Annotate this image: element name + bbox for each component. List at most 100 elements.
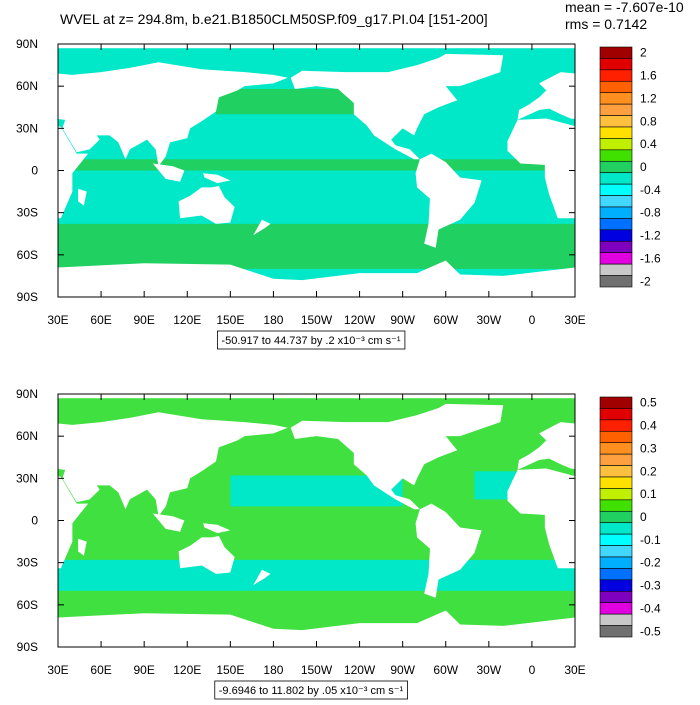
lon-label: 60W [433, 313, 458, 327]
colorbar-box [599, 453, 633, 466]
colorbar-label: -0.2 [640, 556, 661, 570]
colorbar-box [599, 522, 633, 535]
colorbar-label: -0.8 [640, 206, 661, 220]
colorbar-label: 2 [640, 46, 647, 60]
colorbar-box [599, 499, 633, 512]
colorbar-label: -0.5 [640, 624, 661, 638]
info-label: -50.917 to 44.737 by .2 x10⁻³ cm s⁻¹ [221, 335, 400, 347]
rms: rms = 0.7142 [565, 16, 647, 32]
colorbar-box [599, 442, 633, 455]
colorbar-box [599, 408, 633, 421]
lon-label: 0 [529, 313, 536, 327]
lat-label: 30N [16, 121, 38, 135]
ocean-band [58, 559, 575, 591]
colorbar-box [599, 476, 633, 489]
colorbar-box [599, 206, 633, 219]
lat-label: 30S [17, 556, 38, 570]
colorbar-box [599, 465, 633, 478]
lat-label: 90S [17, 640, 38, 654]
lon-label: 90W [390, 313, 415, 327]
lon-label: 30E [564, 663, 585, 677]
colorbar-box [599, 160, 633, 174]
colorbar-box [599, 430, 633, 444]
lon-label: 120E [173, 313, 201, 327]
info-label: -9.6946 to 11.802 by .05 x10⁻³ cm s⁻¹ [219, 685, 404, 697]
map-layer [58, 44, 575, 297]
colorbar-label: 0.4 [640, 137, 657, 151]
colorbar-label: 0.8 [640, 114, 657, 128]
info-box [217, 330, 406, 350]
colorbar-box [599, 488, 633, 501]
ocean-band [58, 223, 575, 269]
lat-label: 30S [17, 206, 38, 220]
colorbar-box [599, 419, 633, 432]
lon-label: 30W [476, 663, 501, 677]
lon-label: 60W [433, 663, 458, 677]
colorbar-box [599, 80, 633, 94]
colorbar-box [599, 590, 633, 604]
lat-label: 60N [16, 79, 38, 93]
lon-label: 180 [263, 663, 283, 677]
map [58, 394, 575, 647]
colorbar-box [599, 240, 633, 254]
colorbar-label: 0.4 [640, 419, 657, 433]
colorbar-box [599, 275, 633, 288]
colorbar-box [599, 172, 633, 185]
lon-label: 60E [90, 313, 111, 327]
map-layer [58, 394, 575, 647]
colorbar-label: 0.5 [640, 396, 657, 410]
lon-label: 180 [263, 313, 283, 327]
lon-label: 150W [301, 663, 333, 677]
colorbar-label: -0.4 [640, 183, 661, 197]
lat-label: 90N [16, 37, 38, 51]
colorbar-box [599, 138, 633, 151]
colorbar-label: -0.3 [640, 579, 661, 593]
lon-label: 90E [133, 313, 154, 327]
colorbar-box [599, 556, 633, 569]
lon-label: 120W [344, 663, 376, 677]
lat-label: 0 [31, 514, 38, 528]
colorbar-label: -2 [640, 274, 651, 288]
lat-label: 60S [17, 598, 38, 612]
colorbar-box [599, 510, 633, 524]
colorbar-box [599, 252, 633, 265]
mean: mean = -7.607e-10 [565, 0, 684, 15]
lat-label: 90S [17, 290, 38, 304]
ocean-band [58, 159, 575, 171]
colorbar-label: 0 [640, 160, 647, 174]
colorbar-box [599, 92, 633, 105]
colorbar-box [599, 183, 633, 196]
info-box [214, 680, 408, 700]
lat-label: 90N [16, 387, 38, 401]
colorbar-label: -1.2 [640, 229, 661, 243]
colorbar-box [599, 625, 633, 638]
colorbar-box [599, 613, 633, 626]
colorbar-box [599, 229, 633, 242]
lon-label: 150E [216, 663, 244, 677]
colorbar-label: 0.3 [640, 441, 657, 455]
lon-label: 120W [344, 313, 376, 327]
lon-label: 120E [173, 663, 201, 677]
colorbar-label: 0 [640, 510, 647, 524]
lon-label: 90W [390, 663, 415, 677]
colorbar-box [599, 195, 633, 208]
lat-label: 0 [31, 164, 38, 178]
colorbar-box [599, 126, 633, 139]
colorbar-box [599, 568, 633, 581]
lat-label: 60S [17, 248, 38, 262]
colorbar-label: 1.2 [640, 91, 657, 105]
lon-label: 30E [47, 663, 68, 677]
colorbar-label: 1.6 [640, 69, 657, 83]
colorbar-box [599, 58, 633, 71]
lon-label: 150E [216, 313, 244, 327]
colorbar-box [599, 579, 633, 592]
colorbar-box [599, 602, 633, 615]
colorbar-box [599, 218, 633, 231]
ocean-band [215, 88, 360, 115]
colorbar-box [599, 46, 633, 59]
colorbar-box [599, 545, 633, 558]
colorbar-box [599, 69, 633, 82]
colorbar-label: -0.4 [640, 601, 661, 615]
lon-label: 90E [133, 663, 154, 677]
